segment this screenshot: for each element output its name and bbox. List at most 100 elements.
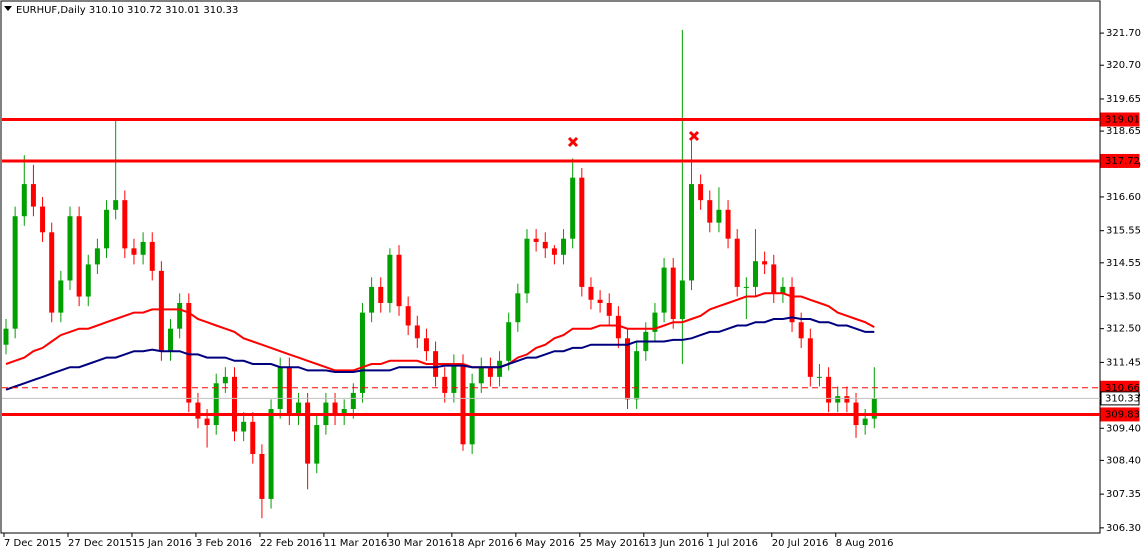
candle-body — [862, 418, 868, 426]
candle-body — [652, 312, 658, 332]
candle-body — [588, 286, 594, 300]
x-tick-label: 25 May 2016 — [580, 538, 645, 549]
level-label-box — [1100, 407, 1140, 422]
y-tick-label: 320.70 — [1106, 60, 1141, 71]
candle-body — [113, 200, 119, 210]
x-tick-label: 20 Jul 2016 — [772, 538, 829, 549]
plot-frame — [0, 0, 1101, 534]
candle-body — [12, 216, 18, 329]
candle-body — [241, 421, 247, 432]
candle-body — [158, 270, 164, 352]
candle-body — [497, 360, 503, 377]
level-label: 310.33 — [1105, 393, 1140, 404]
x-tick-label: 11 Mar 2016 — [324, 538, 387, 549]
x-tick-label: 1 Jul 2016 — [708, 538, 758, 549]
candle-body — [405, 306, 411, 326]
candle-body — [716, 209, 722, 223]
y-tick-label: 308.40 — [1106, 455, 1141, 466]
candle-body — [460, 364, 466, 445]
candle-body — [606, 302, 612, 316]
candle-body — [369, 286, 375, 313]
candle-body — [844, 396, 850, 403]
candle-body — [286, 367, 292, 416]
candle-body — [177, 302, 183, 329]
candle-body — [798, 322, 804, 339]
candle-body — [40, 206, 46, 233]
candle-body — [515, 293, 521, 323]
candle-body — [414, 325, 420, 339]
candle-body — [140, 241, 146, 255]
x-tick-label: 13 Jun 2016 — [644, 538, 704, 549]
y-tick-label: 312.50 — [1106, 324, 1141, 335]
y-tick-label: 314.55 — [1106, 258, 1141, 269]
candle-body — [835, 396, 841, 403]
y-tick-label: 321.70 — [1106, 28, 1141, 39]
candle-body — [570, 177, 576, 239]
candle-body — [378, 286, 384, 303]
candle-body — [752, 261, 758, 287]
candle-body — [168, 328, 174, 352]
candle-body — [871, 398, 877, 419]
level-label-box — [1100, 391, 1140, 406]
candle-body — [332, 402, 338, 416]
candle-body — [597, 299, 603, 303]
candle-body — [551, 248, 557, 255]
candle-body — [533, 238, 539, 242]
y-tick-label: 306.30 — [1106, 523, 1141, 534]
candle-body — [542, 241, 548, 249]
x-tick-label: 18 Apr 2016 — [452, 538, 514, 549]
candle-body — [816, 376, 822, 378]
candle-body — [661, 267, 667, 313]
y-tick-label: 307.35 — [1106, 489, 1141, 500]
candle-body — [186, 302, 192, 403]
menu-arrow — [4, 6, 12, 11]
candle-body — [67, 216, 73, 281]
candle-body — [423, 338, 429, 352]
candle-body — [579, 177, 585, 287]
candle-body — [807, 338, 813, 377]
candle-body — [826, 376, 832, 403]
candle-body — [625, 338, 631, 400]
y-tick-label: 319.65 — [1106, 94, 1141, 105]
x-tick-label: 27 Dec 2015 — [68, 538, 132, 549]
level-label: 319.01 — [1105, 115, 1140, 126]
candle-body — [222, 376, 228, 384]
candle-body — [94, 248, 100, 265]
candle-body — [743, 286, 749, 288]
moving-average — [5, 292, 875, 372]
candle-body — [670, 267, 676, 320]
x-tick-label: 22 Feb 2016 — [260, 538, 322, 549]
candle-body — [259, 453, 265, 499]
y-tick-label: 315.55 — [1106, 226, 1141, 237]
candle-body — [21, 184, 27, 217]
candle-body — [314, 425, 320, 464]
x-tick-label: 30 Mar 2016 — [388, 538, 451, 549]
candle-body — [232, 376, 237, 432]
y-tick-label: 316.60 — [1106, 192, 1141, 203]
cross-marker — [567, 136, 579, 148]
candle-body — [3, 328, 9, 345]
y-tick-label: 311.45 — [1106, 357, 1141, 368]
candle-body — [387, 254, 393, 303]
candle-body — [442, 376, 448, 393]
candle-body — [359, 312, 365, 393]
candle-body — [341, 408, 347, 416]
candle-body — [350, 392, 356, 409]
candle-body — [250, 421, 256, 454]
candle-body — [268, 408, 274, 499]
candle-body — [149, 241, 155, 271]
x-tick-label: 15 Jan 2016 — [132, 538, 192, 549]
candle-body — [679, 280, 685, 320]
candle-body — [305, 402, 311, 464]
candle-body — [634, 351, 640, 400]
level-label-box — [1100, 153, 1140, 168]
y-tick-label: 309.40 — [1106, 423, 1141, 434]
level-label: 317.72 — [1105, 156, 1140, 167]
candle-body — [204, 418, 210, 426]
y-tick-label: 318.65 — [1106, 126, 1141, 137]
moving-average — [5, 316, 875, 391]
level-label: 309.83 — [1105, 409, 1140, 420]
candle-body — [478, 367, 484, 384]
